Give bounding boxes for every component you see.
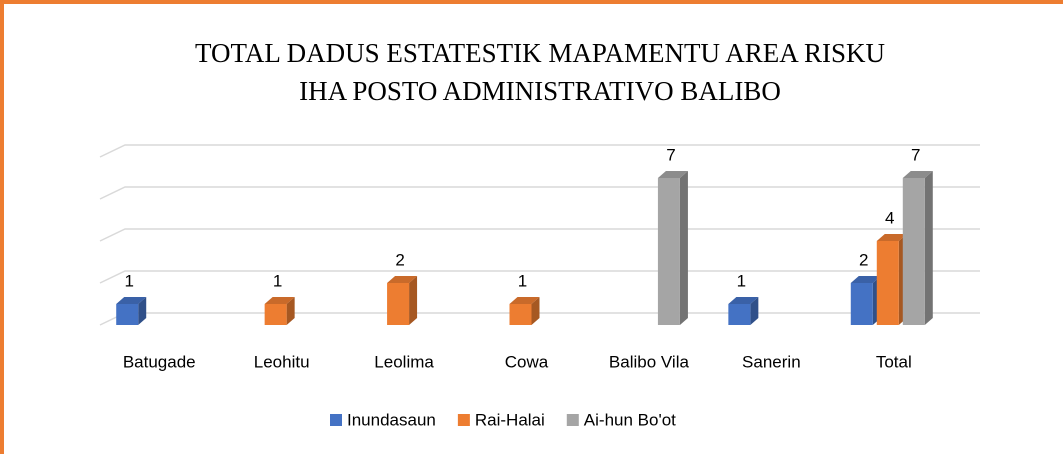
bar-top: [116, 297, 147, 304]
value-label: 4: [885, 208, 894, 227]
bar: [264, 297, 295, 325]
bar-top: [728, 297, 759, 304]
value-label: 1: [273, 271, 282, 290]
x-tick-label: Total: [876, 352, 912, 371]
bar-top: [387, 276, 418, 283]
bar-side: [409, 276, 418, 325]
bar-top: [509, 297, 540, 304]
chart-title: TOTAL DADUS ESTATESTIK MAPAMENTU AREA RI…: [195, 38, 885, 68]
bar-front: [850, 283, 873, 325]
bar-top: [657, 171, 688, 178]
bar-side: [138, 297, 147, 325]
bar: [657, 171, 688, 325]
value-label: 2: [395, 250, 404, 269]
bar: [876, 234, 907, 325]
bar-side: [286, 297, 295, 325]
value-label: 2: [859, 250, 868, 269]
bar: [387, 276, 418, 325]
x-tick-label: Balibo Vila: [609, 352, 690, 371]
grid-line: [99, 228, 980, 242]
legend-label: Rai-Halai: [475, 410, 545, 429]
bar-front: [509, 304, 532, 325]
bar: [850, 276, 881, 325]
bar-side: [750, 297, 759, 325]
x-tick-label: Leohitu: [254, 352, 310, 371]
x-tick-label: Cowa: [505, 352, 549, 371]
bar: [728, 297, 759, 325]
value-label: 7: [666, 145, 675, 164]
bar-top: [264, 297, 295, 304]
bar: [902, 171, 933, 325]
bar-front: [728, 304, 751, 325]
bar-front: [657, 178, 680, 325]
bar-side: [924, 171, 933, 325]
bar-top: [876, 234, 907, 241]
bar: [509, 297, 540, 325]
bar-front: [264, 304, 287, 325]
grid-line: [99, 144, 980, 158]
x-tick-label: Batugade: [123, 352, 196, 371]
chart-title: IHA POSTO ADMINISTRATIVO BALIBO: [299, 76, 781, 106]
bar-front: [876, 241, 899, 325]
value-label: 1: [124, 271, 133, 290]
bar-top: [850, 276, 881, 283]
legend-swatch: [457, 414, 470, 426]
grid-line: [99, 186, 980, 200]
bar-front: [902, 178, 925, 325]
x-tick-label: Sanerin: [742, 352, 801, 371]
bar-side: [531, 297, 540, 325]
value-label: 1: [518, 271, 527, 290]
bar: [116, 297, 147, 325]
legend-swatch: [566, 414, 579, 426]
value-label: 7: [911, 145, 920, 164]
bar-side: [679, 171, 688, 325]
legend-label: Inundasaun: [347, 410, 436, 429]
grid-line: [99, 270, 980, 284]
bar-top: [902, 171, 933, 178]
value-label: 1: [737, 271, 746, 290]
legend-swatch: [330, 414, 342, 426]
x-tick-label: Leolima: [374, 352, 434, 371]
bar-front: [387, 283, 410, 325]
legend-label: Ai-hun Bo'ot: [584, 410, 676, 429]
bar-front: [116, 304, 139, 325]
